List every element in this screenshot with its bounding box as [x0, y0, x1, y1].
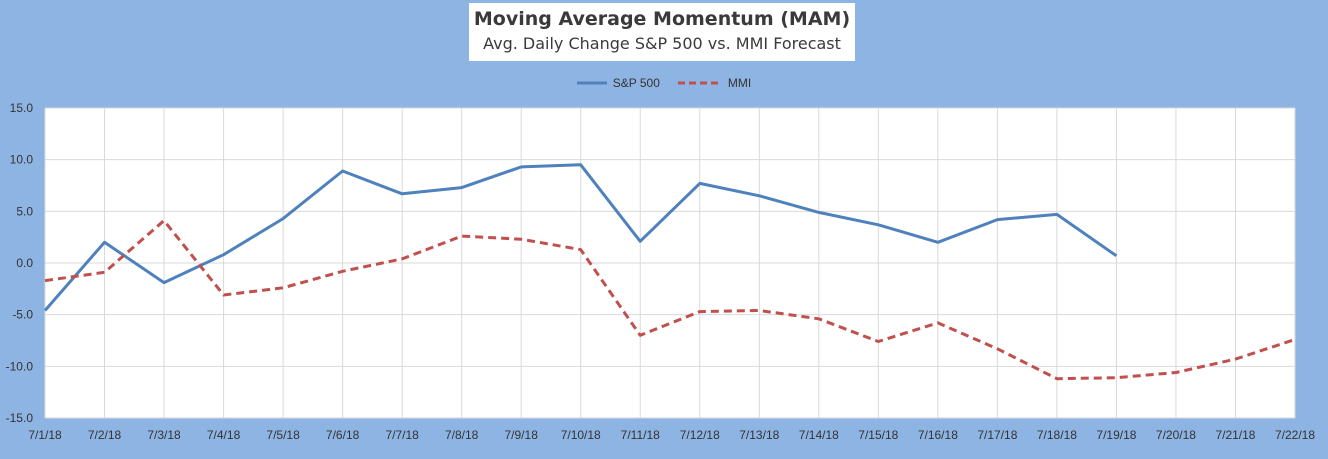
x-tick-label: 7/14/18: [799, 428, 839, 442]
chart-legend: S&P 500 MMI: [0, 73, 1328, 93]
y-tick-label: 5.0: [16, 204, 33, 218]
x-tick-label: 7/8/18: [445, 428, 479, 442]
legend-swatch-mmi: [677, 81, 722, 85]
x-tick-label: 7/18/18: [1037, 428, 1077, 442]
x-tick-label: 7/10/18: [561, 428, 601, 442]
chart-title-box: Moving Average Momentum (MAM) Avg. Daily…: [469, 3, 855, 61]
x-tick-label: 7/11/18: [621, 428, 660, 442]
y-tick-label: 10.0: [10, 153, 34, 167]
legend-item-mmi: MMI: [677, 76, 752, 90]
legend-label-sp500: S&P 500: [612, 76, 660, 90]
y-tick-label: 0.0: [16, 256, 33, 270]
chart-title: Moving Average Momentum (MAM): [473, 8, 851, 30]
x-tick-label: 7/17/18: [977, 428, 1017, 442]
x-tick-label: 7/6/18: [326, 428, 360, 442]
x-tick-label: 7/15/18: [858, 428, 898, 442]
x-tick-label: 7/16/18: [918, 428, 958, 442]
x-tick-label: 7/9/18: [505, 428, 539, 442]
series-line-sp500: [43, 163, 1118, 312]
x-tick-label: 7/13/18: [739, 428, 779, 442]
x-tick-label: 7/3/18: [147, 428, 181, 442]
x-tick-label: 7/7/18: [385, 428, 419, 442]
y-tick-label: 15.0: [10, 101, 34, 115]
y-tick-label: -10.0: [6, 359, 34, 373]
legend-swatch-sp500: [576, 81, 607, 85]
x-tick-label: 7/20/18: [1156, 428, 1196, 442]
x-tick-label: 7/4/18: [207, 428, 241, 442]
x-tick-label: 7/21/18: [1215, 428, 1255, 442]
x-tick-label: 7/19/18: [1096, 428, 1136, 442]
y-tick-label: -15.0: [6, 411, 34, 425]
x-tick-label: 7/22/18: [1275, 428, 1315, 442]
x-tick-label: 7/2/18: [88, 428, 122, 442]
x-tick-label: 7/5/18: [266, 428, 300, 442]
x-tick-label: 7/1/18: [28, 428, 62, 442]
x-tick-label: 7/12/18: [680, 428, 720, 442]
legend-label-mmi: MMI: [727, 76, 752, 90]
y-tick-label: -5.0: [12, 308, 33, 322]
chart-subtitle: Avg. Daily Change S&P 500 vs. MMI Foreca…: [483, 34, 841, 53]
series-line-mmi: [44, 219, 1296, 381]
legend-item-sp500: S&P 500: [576, 76, 660, 90]
